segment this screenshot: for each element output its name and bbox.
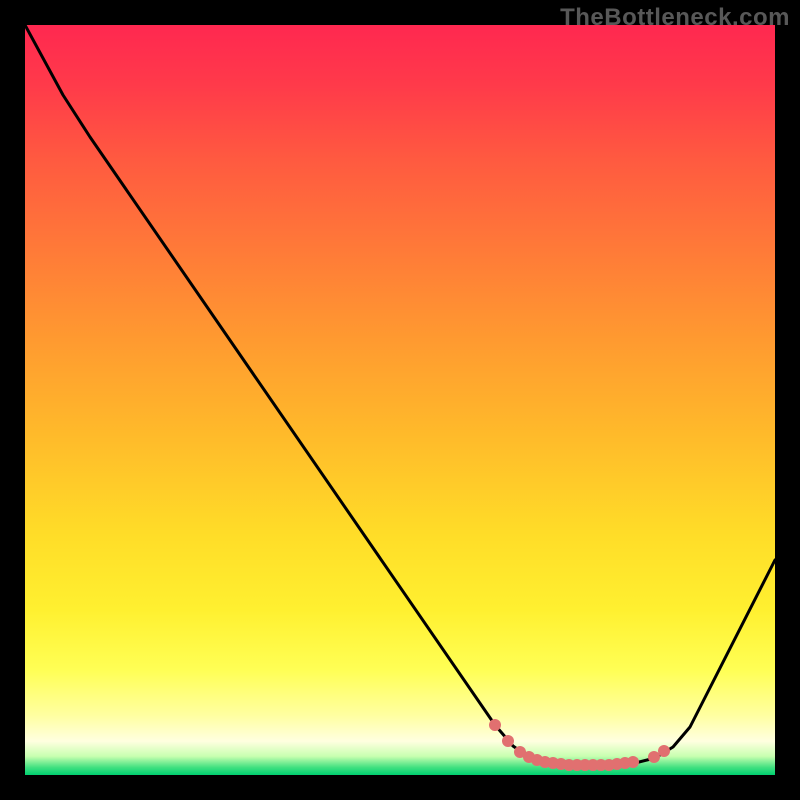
curve-beads [489, 719, 670, 771]
bottleneck-curve [25, 25, 775, 765]
chart-frame: TheBottleneck.com [0, 0, 800, 800]
curve-layer [25, 25, 775, 775]
plot-area [25, 25, 775, 775]
